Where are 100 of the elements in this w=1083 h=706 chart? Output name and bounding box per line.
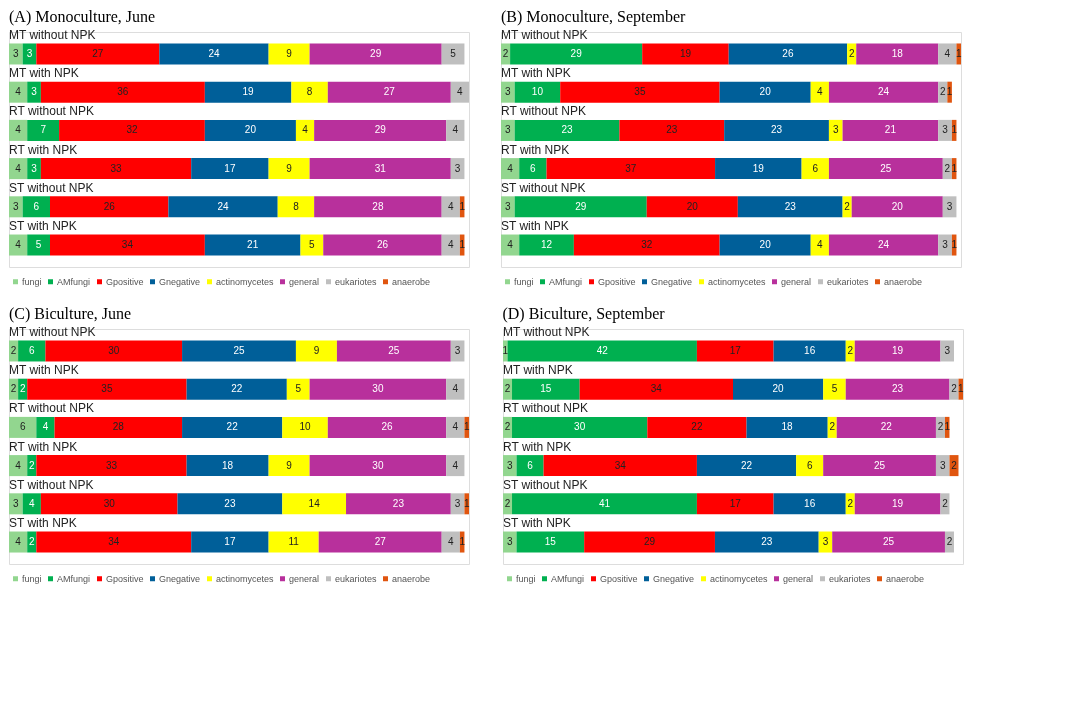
data-label: 37 <box>625 162 637 174</box>
data-label: 3 <box>454 344 461 356</box>
bar <box>27 378 187 400</box>
data-label: 24 <box>878 239 890 251</box>
bar <box>9 234 28 256</box>
data-label: 14 <box>308 497 321 509</box>
bar <box>268 158 310 180</box>
data-label: 4 <box>507 239 514 251</box>
data-label: 20 <box>759 86 772 98</box>
bar <box>49 234 205 256</box>
data-label: 21 <box>247 239 259 251</box>
legend-label: anaerobe <box>392 276 431 287</box>
y-tick-label: ST without NPK <box>9 477 94 492</box>
data-label: 17 <box>224 536 236 548</box>
data-label: 2 <box>28 459 35 471</box>
data-label: 29 <box>644 536 656 548</box>
data-label: 4 <box>448 536 454 548</box>
data-label: 6 <box>28 344 35 356</box>
bar <box>519 234 574 256</box>
bar <box>514 119 620 141</box>
bar <box>845 378 950 400</box>
data-label: 4 <box>448 239 454 251</box>
bar <box>9 455 28 477</box>
bar <box>446 378 465 400</box>
data-label: 29 <box>570 47 583 59</box>
data-label: 10 <box>531 86 544 98</box>
bar <box>719 81 811 103</box>
y-tick-label: MT with NPK <box>503 363 573 378</box>
data-label: 3 <box>505 124 512 136</box>
data-label: 19 <box>679 47 692 59</box>
y-tick-label: ST with NPK <box>503 516 571 531</box>
y-tick-label: MT with NPK <box>501 66 571 81</box>
bar <box>9 119 28 141</box>
bar <box>168 196 278 218</box>
bar <box>27 158 41 180</box>
bar <box>323 234 442 256</box>
data-label: 1 <box>463 421 470 433</box>
data-label: 4 <box>15 459 22 471</box>
bar <box>18 340 46 362</box>
data-label: 19 <box>892 344 904 356</box>
bar <box>823 455 936 477</box>
data-label: 4 <box>457 86 464 98</box>
bar <box>309 158 451 180</box>
data-label: 4 <box>42 421 49 433</box>
legend-label: fungi <box>516 573 536 584</box>
bar <box>159 43 269 65</box>
data-label: 18 <box>781 421 794 433</box>
data-label: 3 <box>942 124 949 136</box>
data-label: 2 <box>951 383 958 395</box>
data-label: 25 <box>880 162 892 174</box>
data-label: 28 <box>112 421 125 433</box>
bar <box>647 416 747 438</box>
y-tick-label: MT without NPK <box>9 27 96 42</box>
bar <box>512 416 648 438</box>
y-tick-label: ST with NPK <box>501 219 569 234</box>
bar <box>512 378 580 400</box>
data-label: 3 <box>454 497 461 509</box>
bar <box>346 493 451 515</box>
data-label: 2 <box>951 459 958 471</box>
bar <box>832 531 945 553</box>
data-label: 1 <box>944 421 951 433</box>
data-label: 6 <box>806 459 813 471</box>
data-label: 5 <box>831 383 838 395</box>
data-label: 4 <box>302 124 309 136</box>
data-label: 2 <box>829 421 836 433</box>
bar <box>36 43 160 65</box>
data-label: 4 <box>507 162 514 174</box>
data-label: 4 <box>452 124 459 136</box>
bar <box>9 531 28 553</box>
data-label: 5 <box>35 239 42 251</box>
bar <box>327 81 451 103</box>
bar <box>191 158 269 180</box>
legend-label: Gnegative <box>159 276 201 287</box>
bar <box>204 81 292 103</box>
data-label: 1 <box>463 497 470 509</box>
bar <box>300 234 324 256</box>
y-tick-label: ST without NPK <box>503 477 588 492</box>
legend-label: actinomycetes <box>710 573 769 584</box>
data-label: 26 <box>782 47 794 59</box>
legend-label: Gpositive <box>600 573 638 584</box>
y-tick-label: RT with NPK <box>9 439 78 454</box>
legend-label: general <box>781 276 812 287</box>
legend-label: Gpositive <box>598 276 636 287</box>
legend-label: Gpositive <box>106 276 144 287</box>
data-label: 4 <box>15 86 22 98</box>
bar <box>584 531 715 553</box>
data-label: 26 <box>376 239 389 251</box>
bar <box>441 234 460 256</box>
data-label: 2 <box>844 200 851 212</box>
data-label: 23 <box>761 536 773 548</box>
bar <box>543 455 697 477</box>
data-label: 4 <box>944 47 951 59</box>
bar <box>191 531 269 553</box>
bar <box>746 416 828 438</box>
bar <box>446 416 465 438</box>
data-label: 3 <box>454 162 461 174</box>
bar <box>696 493 774 515</box>
bar <box>560 81 720 103</box>
bar <box>309 43 442 65</box>
bar <box>9 416 37 438</box>
